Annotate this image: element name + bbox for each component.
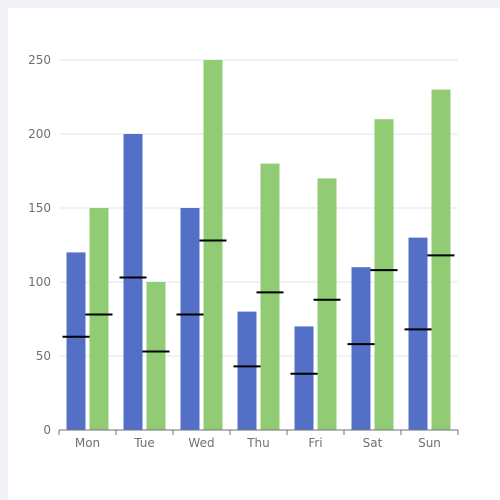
chart-panel: 0 50 100 150 200 250 Mon Tue Wed Thu Fri Sat Sun: [8, 8, 500, 500]
x-axis: [58, 429, 459, 435]
grid-lines: [59, 59, 458, 357]
bar-sat-series-2: [374, 119, 394, 430]
x-tick-label-wed: Wed: [188, 436, 214, 450]
y-tick-label: 0: [43, 423, 51, 437]
bar-thu-series-1: [237, 311, 257, 430]
y-axis-labels: 0 50 100 150 200 250: [28, 53, 51, 437]
y-tick-label: 100: [28, 275, 51, 289]
x-tick-label-thu: Thu: [246, 436, 270, 450]
y-tick-label: 200: [28, 127, 51, 141]
x-axis-labels: Mon Tue Wed Thu Fri Sat Sun: [75, 436, 441, 450]
bar-tue-series-1: [123, 134, 143, 430]
marker-lines: [62, 239, 455, 375]
bar-chart: 0 50 100 150 200 250 Mon Tue Wed Thu Fri Sat Sun: [28, 53, 459, 450]
bar-mon-series-2: [89, 208, 109, 430]
bar-fri-series-2: [317, 178, 337, 430]
x-tick-label-sat: Sat: [363, 436, 383, 450]
bar-wed-series-1: [180, 208, 200, 430]
y-tick-label: 250: [28, 53, 51, 67]
bar-thu-series-2: [260, 163, 280, 430]
y-tick-label: 150: [28, 201, 51, 215]
bar-tue-series-2: [146, 282, 166, 430]
bar-sat-series-1: [351, 267, 371, 430]
bar-fri-series-1: [294, 326, 314, 430]
x-tick-label-fri: Fri: [308, 436, 322, 450]
x-tick-label-sun: Sun: [418, 436, 441, 450]
bar-sun-series-1: [408, 237, 428, 430]
bar-mon-series-1: [66, 252, 86, 430]
x-tick-label-tue: Tue: [133, 436, 155, 450]
x-tick-label-mon: Mon: [75, 436, 100, 450]
bar-wed-series-2: [203, 60, 223, 430]
bar-sun-series-2: [431, 89, 451, 430]
bars: [66, 60, 451, 430]
y-tick-label: 50: [36, 349, 51, 363]
